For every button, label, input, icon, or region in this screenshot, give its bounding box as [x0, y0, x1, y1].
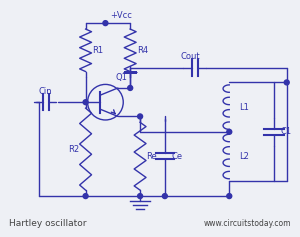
- Text: Cin: Cin: [38, 87, 52, 96]
- Circle shape: [284, 80, 289, 85]
- Circle shape: [138, 194, 142, 199]
- Text: Hartley oscillator: Hartley oscillator: [9, 219, 87, 228]
- Circle shape: [128, 86, 133, 91]
- Text: L2: L2: [239, 152, 249, 161]
- Circle shape: [103, 21, 108, 26]
- Circle shape: [227, 194, 232, 199]
- Text: Q1: Q1: [115, 73, 127, 82]
- Circle shape: [227, 129, 232, 134]
- Text: L1: L1: [239, 103, 249, 112]
- Circle shape: [138, 114, 142, 119]
- Text: +Vcc: +Vcc: [110, 11, 132, 20]
- Circle shape: [162, 194, 167, 199]
- Text: R1: R1: [92, 46, 104, 55]
- Text: R4: R4: [137, 46, 148, 55]
- Circle shape: [83, 100, 88, 105]
- Text: Re: Re: [146, 152, 157, 161]
- Text: Ce: Ce: [172, 152, 183, 161]
- Text: Cout: Cout: [181, 52, 200, 61]
- Circle shape: [83, 194, 88, 199]
- Text: C1: C1: [281, 127, 292, 136]
- Text: R2: R2: [68, 145, 79, 154]
- Text: www.circuitstoday.com: www.circuitstoday.com: [203, 219, 291, 228]
